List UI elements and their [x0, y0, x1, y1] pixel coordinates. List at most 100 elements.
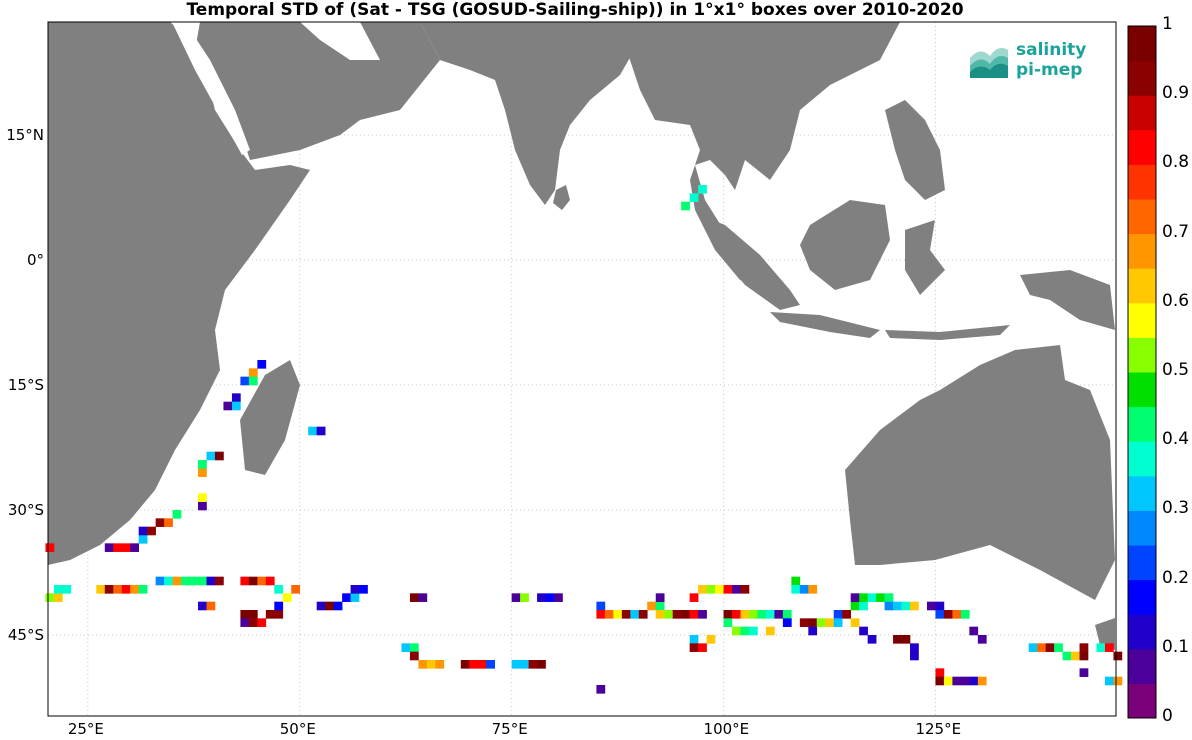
std-cell [969, 626, 979, 636]
std-cell [969, 676, 979, 686]
std-cell [876, 593, 885, 602]
colorbar-tick-label: 0 [1162, 706, 1173, 726]
std-cell [672, 610, 682, 619]
std-cell [935, 676, 945, 686]
std-cell [265, 576, 275, 586]
red-sea [172, 22, 250, 155]
std-cell [893, 601, 902, 611]
std-cell [952, 610, 962, 619]
std-cell [554, 593, 563, 602]
std-cell [240, 576, 250, 586]
std-cell [325, 601, 334, 611]
std-cell [537, 593, 546, 602]
std-cell [240, 618, 250, 627]
std-cell [655, 601, 665, 611]
std-cell [596, 685, 606, 694]
std-cell [350, 593, 360, 602]
lat-tick-label: 15°N [6, 126, 44, 144]
colorbar-segment [1128, 302, 1156, 338]
std-cell [104, 585, 114, 594]
std-cell [748, 610, 758, 619]
std-cell [121, 543, 131, 552]
sulawesi [905, 220, 945, 295]
std-cell [926, 601, 936, 611]
std-cell [732, 610, 741, 619]
std-cell [901, 601, 911, 611]
std-cell [528, 660, 538, 669]
std-cell [1104, 643, 1114, 652]
std-cell [274, 585, 284, 594]
colorbar-segment [1128, 683, 1156, 719]
std-cell [342, 593, 351, 602]
map-title: Temporal STD of (Sat - TSG (GOSUD-Sailin… [186, 0, 964, 20]
colorbar-segment [1128, 441, 1156, 477]
std-cell [257, 576, 267, 586]
std-cell [257, 618, 267, 627]
std-cell [172, 576, 182, 586]
std-cell [409, 651, 419, 661]
std-cell [935, 668, 945, 677]
colorbar-segment [1128, 60, 1156, 96]
std-cell [1079, 643, 1089, 652]
persian-gulf [300, 22, 380, 60]
std-cell [655, 593, 665, 602]
lesser-sunda-islands [885, 325, 1010, 340]
std-cell [121, 585, 131, 594]
colorbar-frame [1127, 25, 1157, 719]
std-cells [45, 185, 1123, 694]
colorbar-tick-label: 0.5 [1162, 360, 1190, 380]
lon-tick-label: 75°E [491, 720, 528, 738]
std-cell [418, 660, 428, 669]
std-cell [1113, 676, 1123, 686]
colorbar-tick-label: 0.1 [1162, 636, 1190, 657]
std-cell [308, 426, 317, 436]
std-cell [943, 676, 953, 686]
std-cell [409, 593, 419, 602]
std-cell [1062, 651, 1072, 661]
colorbar [1127, 25, 1157, 719]
std-cell [274, 610, 284, 619]
std-cell [53, 585, 63, 594]
std-cell [316, 426, 326, 436]
std-cell [630, 610, 640, 619]
logo-line1: salinity [1016, 40, 1087, 60]
std-cell [350, 585, 360, 594]
std-cell [816, 618, 826, 627]
std-cell [638, 610, 648, 619]
std-cell [130, 543, 139, 552]
std-cell [333, 601, 343, 611]
std-cell [172, 510, 182, 519]
colorbar-segment [1128, 614, 1156, 650]
std-cell [698, 610, 707, 619]
philippines [885, 100, 945, 200]
std-cell [460, 660, 470, 669]
std-cell [1113, 651, 1123, 661]
std-cell [469, 660, 479, 669]
std-cell [45, 593, 55, 602]
colorbar-segment [1128, 475, 1156, 511]
new-guinea [1020, 270, 1115, 330]
std-cell [850, 593, 860, 602]
std-cell [189, 576, 199, 586]
std-cell [799, 618, 809, 627]
std-cell [910, 643, 919, 652]
lon-tick-label: 25°E [67, 720, 104, 738]
std-cell [198, 601, 207, 611]
std-cell [689, 593, 699, 602]
std-cell [647, 601, 657, 611]
std-cell [113, 585, 123, 594]
std-cell [401, 643, 411, 652]
std-cell [130, 585, 139, 594]
std-cell [698, 585, 707, 594]
std-cell [884, 593, 894, 602]
std-cell [426, 660, 436, 669]
std-cell [1037, 643, 1046, 652]
southeast-asia-landmass [620, 22, 900, 290]
std-cell [867, 593, 877, 602]
logo-text: salinity pi-mep [1016, 40, 1086, 80]
colorbar-segment [1128, 545, 1156, 581]
lat-tick-label: 15°S [7, 376, 44, 394]
java [770, 312, 880, 338]
std-cell [181, 576, 190, 586]
std-cell [511, 593, 521, 602]
